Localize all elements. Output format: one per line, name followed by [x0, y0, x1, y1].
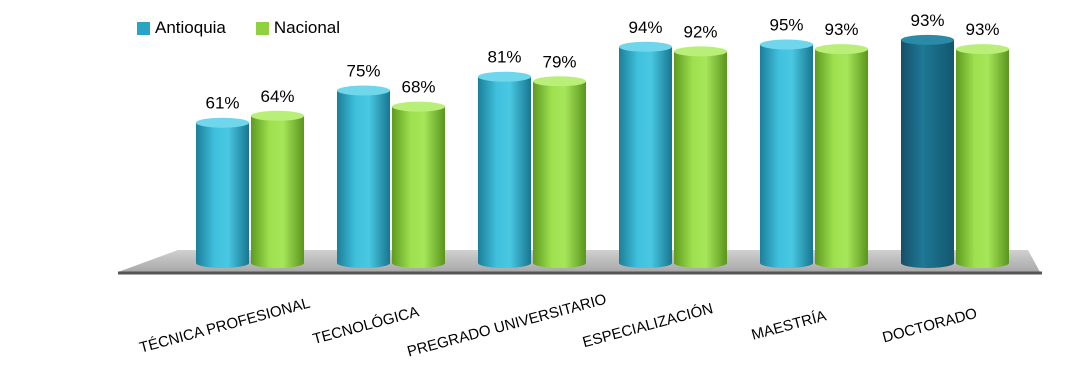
- bar-body-antioquia-3: [619, 46, 672, 268]
- legend-item-antioquia: Antioquia: [137, 18, 226, 38]
- bar-body-nacional-4: [815, 49, 868, 268]
- bar-cap-nacional-4: [815, 44, 868, 55]
- data-label-nacional-4: 93%: [824, 20, 858, 39]
- bar-antioquia-5: [901, 34, 954, 269]
- legend: Antioquia Nacional: [137, 18, 340, 38]
- data-label-antioquia-5: 93%: [910, 11, 944, 30]
- bar-body-antioquia-5: [901, 39, 954, 269]
- bar-cap-nacional-3: [674, 46, 727, 57]
- bar-antioquia-2: [478, 71, 531, 268]
- legend-label-antioquia: Antioquia: [155, 18, 226, 37]
- legend-swatch-nacional: [255, 21, 269, 35]
- data-label-antioquia-0: 61%: [205, 94, 239, 113]
- bar-cap-nacional-2: [533, 76, 586, 87]
- bar-nacional-0: [251, 110, 304, 268]
- bar-antioquia-1: [337, 85, 390, 268]
- bar-cap-nacional-5: [956, 44, 1009, 55]
- bar-antioquia-3: [619, 41, 672, 268]
- bar-cap-antioquia-0: [196, 117, 249, 128]
- x-tick-label-0: TÉCNICA PROFESIONAL: [138, 295, 312, 357]
- x-tick-label-1: TECNOLÓGICA: [311, 303, 421, 348]
- x-tick-label-2: PREGRADO UNIVERSITARIO: [405, 291, 608, 361]
- bar-nacional-4: [815, 44, 868, 268]
- data-label-antioquia-2: 81%: [487, 48, 521, 67]
- bar-cap-antioquia-3: [619, 41, 672, 52]
- bar-body-nacional-3: [674, 51, 727, 269]
- data-label-nacional-1: 68%: [401, 78, 435, 97]
- bar-cap-antioquia-1: [337, 85, 390, 96]
- legend-item-nacional: Nacional: [255, 18, 341, 38]
- data-label-antioquia-1: 75%: [346, 62, 380, 81]
- bar-body-antioquia-1: [337, 90, 390, 268]
- bar-nacional-3: [674, 46, 727, 269]
- bar-nacional-2: [533, 76, 586, 268]
- data-label-antioquia-3: 94%: [628, 18, 662, 37]
- bar-body-nacional-2: [533, 81, 586, 268]
- x-tick-label-5: DOCTORADO: [881, 305, 979, 347]
- bar-cap-antioquia-4: [760, 39, 813, 50]
- data-label-nacional-2: 79%: [542, 52, 576, 71]
- bar-cap-nacional-0: [251, 110, 304, 121]
- bar-cap-antioquia-5: [901, 34, 954, 45]
- bar-cap-nacional-1: [392, 101, 445, 112]
- bar-body-nacional-1: [392, 106, 445, 268]
- bar-cap-antioquia-2: [478, 71, 531, 82]
- legend-label-nacional: Nacional: [273, 18, 341, 37]
- bar-body-antioquia-2: [478, 76, 531, 268]
- data-label-antioquia-4: 95%: [769, 16, 803, 35]
- bar-body-nacional-5: [956, 49, 1009, 268]
- bar-body-antioquia-0: [196, 122, 249, 268]
- data-label-nacional-3: 92%: [683, 22, 717, 41]
- bar-nacional-1: [392, 101, 445, 268]
- bar-body-antioquia-4: [760, 44, 813, 268]
- legend-swatch-antioquia: [137, 21, 150, 35]
- data-label-nacional-5: 93%: [965, 20, 999, 39]
- data-label-nacional-0: 64%: [260, 87, 294, 106]
- bar-nacional-5: [956, 44, 1009, 268]
- bar-antioquia-4: [760, 39, 813, 268]
- bar-body-nacional-0: [251, 115, 304, 268]
- x-tick-label-4: MAESTRÍA: [750, 308, 828, 344]
- bar-antioquia-0: [196, 117, 249, 268]
